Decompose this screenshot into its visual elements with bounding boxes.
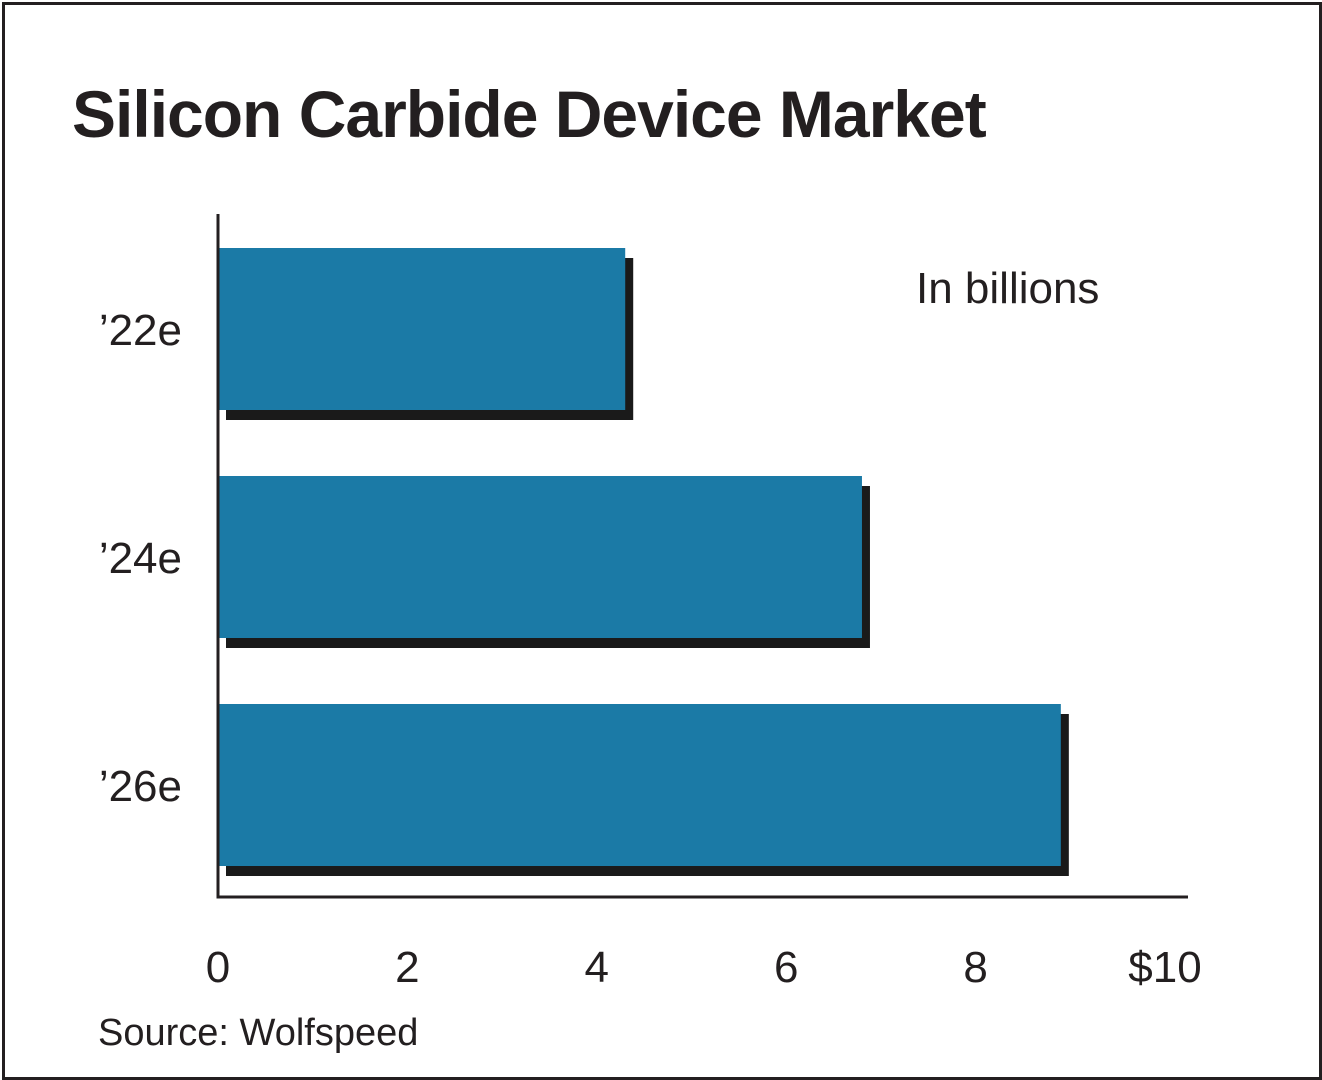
x-tick-label: 2: [395, 943, 419, 992]
category-label: ’24e: [99, 534, 182, 583]
bar: [218, 476, 862, 638]
unit-note: In billions: [916, 264, 1100, 313]
x-tick-labels: 0 2 4 6 8 $10: [206, 943, 1202, 992]
bar: [218, 704, 1061, 866]
x-tick-label: $10: [1128, 943, 1201, 992]
category-label: ’22e: [99, 306, 182, 355]
bars: [218, 248, 1061, 866]
x-tick-label: 4: [585, 943, 609, 992]
x-tick-label: 8: [963, 943, 987, 992]
chart-title: Silicon Carbide Device Market: [72, 77, 987, 151]
category-label: ’26e: [99, 762, 182, 811]
x-tick-label: 6: [774, 943, 798, 992]
category-labels: ’22e ’24e ’26e: [99, 306, 182, 811]
x-tick-label: 0: [206, 943, 230, 992]
source-note: Source: Wolfspeed: [98, 1012, 419, 1054]
bar: [218, 248, 626, 410]
